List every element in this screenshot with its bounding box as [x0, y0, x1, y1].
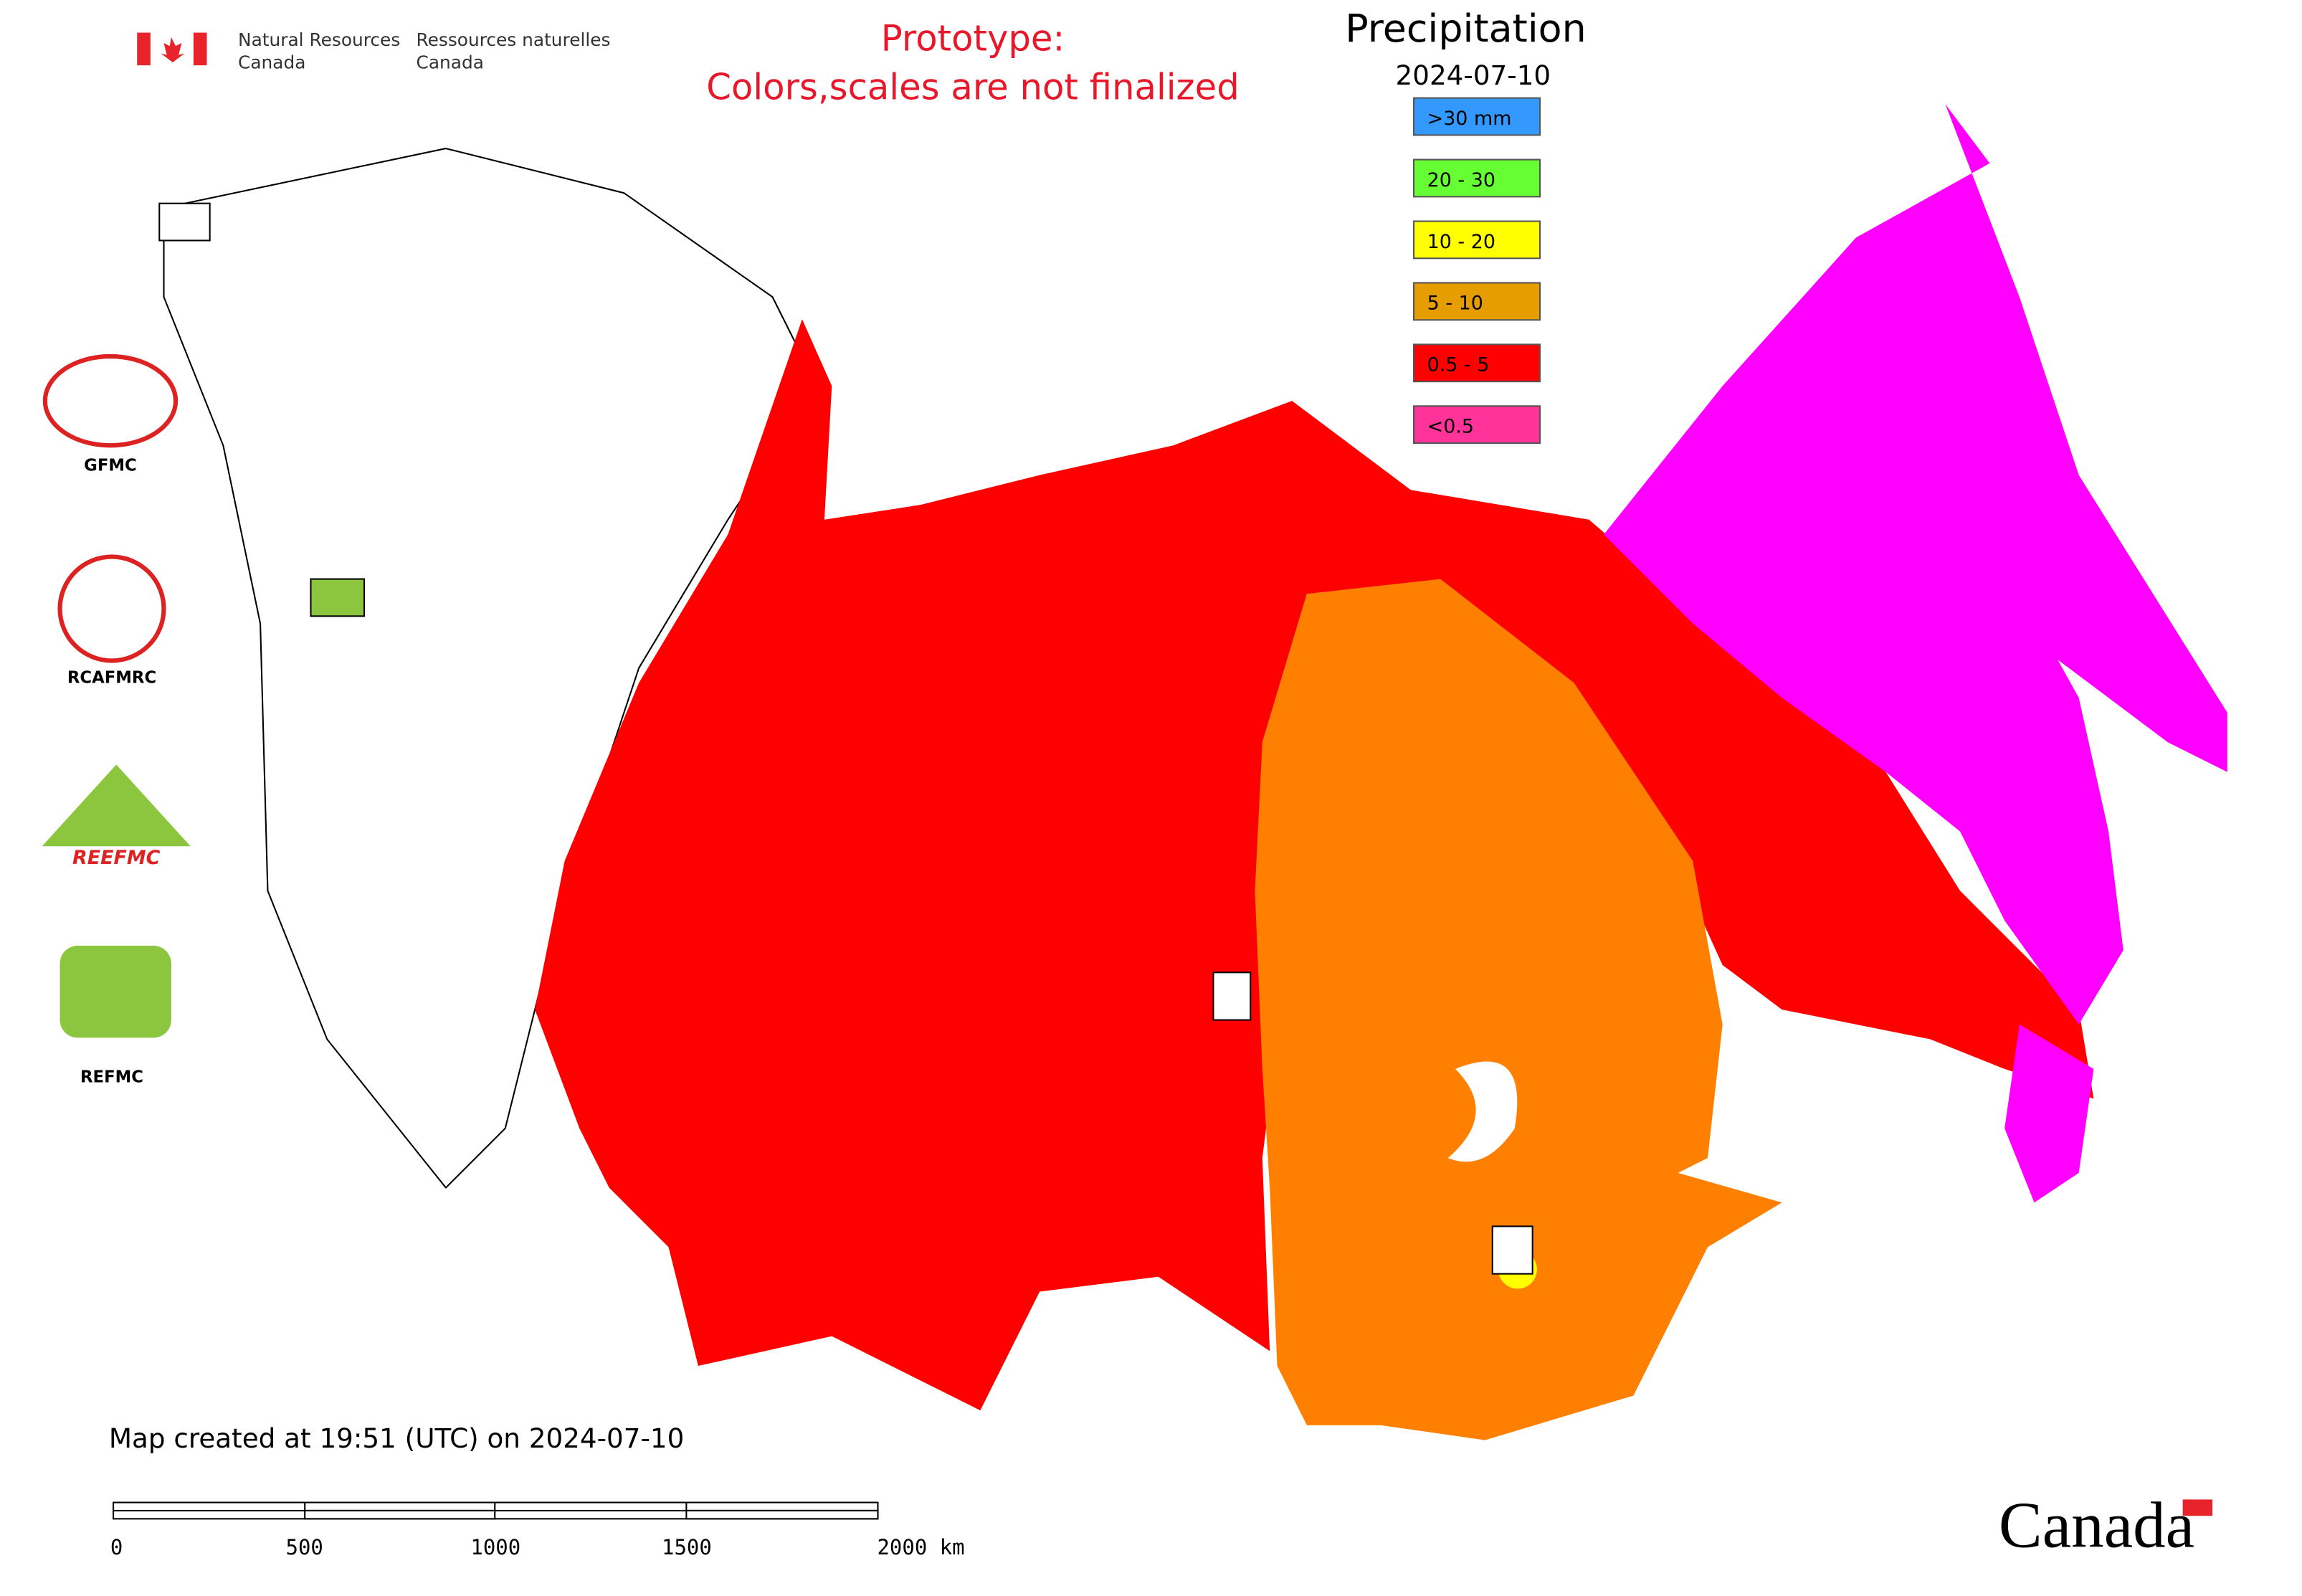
map-regions — [163, 103, 2227, 1440]
lake — [1447, 1061, 1518, 1162]
dept-en: Canada — [238, 52, 305, 72]
logo-label: REEFMC — [72, 847, 161, 869]
created-note: Map created at 19:51 (UTC) on 2024-07-10 — [109, 1422, 684, 1454]
legend-swatch — [1412, 158, 1541, 198]
scale-label: 2000 km — [877, 1535, 964, 1559]
logos: GFMC RCAFMRC REEFMC REFMC — [42, 202, 1533, 1275]
legend-date: 2024-07-10 — [1396, 60, 1551, 91]
gov-signature: Natural Resources Canada Ressources natu… — [137, 29, 611, 72]
scale-seg — [304, 1509, 496, 1520]
legend: >30 mm 20 - 30 10 - 20 5 - 10 0.5 - 5 <0.5 — [1412, 97, 1541, 445]
logo-gfmc — [42, 353, 179, 448]
logo-refmc — [60, 946, 171, 1038]
map-marker — [158, 202, 211, 242]
legend-swatch — [1412, 220, 1541, 260]
legend-label: 10 - 20 — [1427, 231, 1495, 253]
scale-label: 1500 — [662, 1535, 712, 1559]
wordmark: Canada — [1999, 1489, 2194, 1562]
scale-seg — [113, 1501, 306, 1511]
map-marker — [1491, 1225, 1533, 1275]
scale-bar — [113, 1501, 879, 1520]
logo-label: GFMC — [84, 456, 137, 475]
legend-label: <0.5 — [1427, 416, 1474, 438]
legend-label: 5 - 10 — [1427, 293, 1483, 315]
legend-swatch — [1412, 97, 1541, 136]
flag-bar — [193, 32, 207, 66]
region-lt-0-5 — [2004, 1024, 2094, 1203]
logo-rcafmrc — [57, 554, 166, 663]
scale-labels: 0 500 1000 1500 2000 km — [110, 1535, 965, 1559]
region-5-10 — [1255, 579, 1782, 1440]
map-marker — [310, 578, 366, 617]
legend-swatch — [1412, 405, 1541, 445]
flag-bar — [137, 32, 151, 66]
map-marker — [1212, 972, 1252, 1021]
scale-seg — [685, 1509, 879, 1520]
scale-label: 0 — [110, 1535, 123, 1559]
dept-fr: Ressources naturelles — [417, 29, 611, 50]
scale-seg — [494, 1501, 688, 1511]
logo-reefmc — [42, 764, 191, 847]
notice: Prototype: — [881, 17, 1065, 59]
dept-en: Natural Resources — [238, 29, 400, 50]
legend-label: >30 mm — [1427, 108, 1512, 130]
legend-swatch — [1412, 282, 1541, 321]
dept-fr: Canada — [417, 52, 484, 72]
scale-label: 1000 — [470, 1535, 520, 1559]
notice: Colors,scales are not finalized — [706, 67, 1239, 108]
wordmark-flag — [2182, 1499, 2213, 1516]
legend-swatch — [1412, 343, 1541, 383]
scale-label: 500 — [286, 1535, 323, 1559]
logo-label: RCAFMRC — [67, 669, 156, 688]
legend-label: 0.5 - 5 — [1427, 354, 1490, 376]
region-0-5-5 — [535, 319, 2094, 1411]
region-lt-0-5 — [1604, 103, 2227, 1025]
maple-leaf — [161, 37, 185, 62]
legend-label: 20 - 30 — [1427, 169, 1495, 191]
logo-label: REFMC — [80, 1068, 143, 1087]
legend-title: Precipitation — [1345, 6, 1586, 51]
